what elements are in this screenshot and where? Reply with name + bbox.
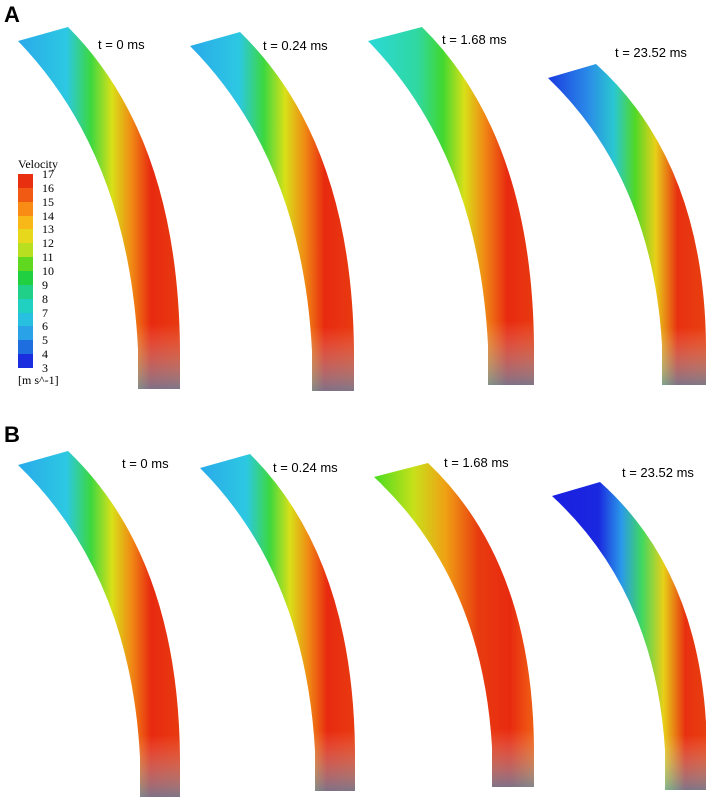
- legend-tick-label: 13: [42, 222, 54, 237]
- legend-swatch: [18, 174, 33, 189]
- legend-swatch: [18, 243, 33, 258]
- legend-tick-label: 7: [42, 305, 48, 320]
- contour-outlet-shading: [18, 27, 180, 389]
- legend-tick-label: 15: [42, 194, 54, 209]
- panel-label-a: A: [4, 2, 20, 27]
- legend-swatch: [18, 354, 33, 369]
- legend-title: Velocity: [18, 157, 58, 171]
- legend-tick-label: 17: [42, 167, 54, 181]
- contour-outlet-shading: [368, 27, 534, 385]
- legend-unit: [m s^-1]: [18, 373, 59, 387]
- legend-swatch: [18, 284, 33, 300]
- panel-label-b: B: [4, 422, 20, 447]
- legend-tick-label: 8: [42, 291, 48, 306]
- legend-swatch: [18, 257, 33, 272]
- contour-outlet-shading: [552, 482, 706, 790]
- legend-tick-label: 9: [42, 277, 48, 292]
- legend-tick-label: 12: [42, 236, 54, 251]
- legend-color-bar: [18, 174, 33, 369]
- legend-tick-label: 16: [42, 180, 54, 195]
- legend-tick-label: 4: [42, 347, 48, 362]
- contour-outlet-shading: [190, 32, 354, 391]
- legend-tick-label: 11: [42, 250, 54, 265]
- legend-swatch: [18, 298, 33, 314]
- time-label-a-3: t = 23.52 ms: [615, 45, 687, 60]
- legend-swatch: [18, 215, 33, 230]
- legend-swatch: [18, 229, 33, 244]
- legend-tick-label: 10: [42, 264, 54, 278]
- legend-swatch: [18, 312, 33, 327]
- legend-swatch: [18, 340, 33, 355]
- contour-outlet-shading: [200, 454, 355, 791]
- time-label-a-2: t = 1.68 ms: [442, 32, 507, 47]
- time-label-b-0: t = 0 ms: [122, 456, 169, 471]
- legend-swatch: [18, 271, 33, 286]
- legend-swatch: [18, 187, 33, 203]
- time-label-a-1: t = 0.24 ms: [263, 38, 328, 53]
- time-label-b-2: t = 1.68 ms: [444, 455, 509, 470]
- time-label-a-0: t = 0 ms: [98, 37, 145, 52]
- legend-swatch: [18, 326, 33, 341]
- legend-tick-label: 14: [42, 208, 54, 223]
- legend-tick-label: 3: [42, 361, 48, 375]
- legend-tick-label: 6: [42, 319, 48, 334]
- contour-outlet-shading: [374, 463, 534, 787]
- time-label-b-3: t = 23.52 ms: [622, 465, 694, 480]
- contour-outlet-shading: [18, 451, 180, 797]
- legend-tick-label: 5: [42, 333, 48, 348]
- time-label-b-1: t = 0.24 ms: [273, 460, 338, 475]
- legend-swatch: [18, 201, 33, 217]
- contour-outlet-shading: [548, 64, 706, 385]
